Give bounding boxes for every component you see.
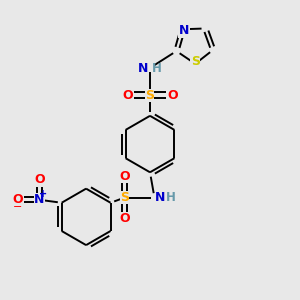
- Text: −: −: [13, 202, 22, 212]
- Text: O: O: [122, 88, 133, 101]
- Text: N: N: [138, 62, 148, 75]
- Text: H: H: [152, 62, 161, 75]
- Text: S: S: [146, 88, 154, 101]
- Text: N: N: [179, 24, 189, 37]
- Text: O: O: [119, 212, 130, 226]
- Text: S: S: [120, 191, 129, 204]
- Text: N: N: [34, 193, 44, 206]
- Text: O: O: [34, 173, 45, 186]
- Text: +: +: [39, 189, 47, 200]
- Text: O: O: [119, 170, 130, 183]
- Text: O: O: [167, 88, 178, 101]
- Text: S: S: [191, 55, 200, 68]
- Text: O: O: [13, 193, 23, 206]
- Text: H: H: [166, 191, 176, 204]
- Text: N: N: [155, 191, 165, 204]
